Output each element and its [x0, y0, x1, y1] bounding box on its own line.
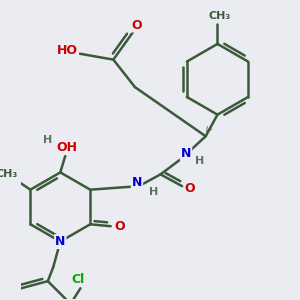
Text: Cl: Cl — [71, 273, 84, 286]
Text: OH: OH — [56, 141, 77, 154]
Text: H: H — [149, 187, 158, 197]
Text: O: O — [185, 182, 195, 195]
Text: N: N — [132, 176, 142, 189]
Text: H: H — [195, 156, 204, 166]
Text: HO: HO — [57, 44, 78, 57]
Text: N: N — [55, 235, 65, 248]
Text: O: O — [114, 220, 124, 233]
Text: CH₃: CH₃ — [208, 11, 231, 21]
Text: CH₃: CH₃ — [0, 169, 18, 179]
Text: N: N — [181, 147, 191, 160]
Text: O: O — [132, 19, 142, 32]
Text: H: H — [43, 135, 52, 145]
